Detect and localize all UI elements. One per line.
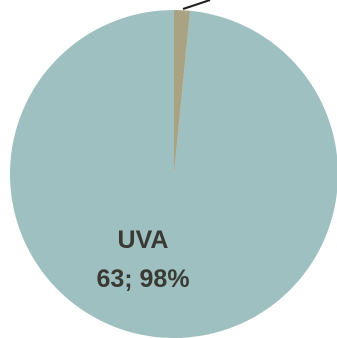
- slice-label-uva-value: 63; 98%: [96, 265, 189, 293]
- pie-slice-other: [174, 10, 191, 174]
- pie-slice-uva: [10, 10, 337, 338]
- slice-label-uva-name: UVA: [118, 226, 169, 254]
- leader-line: [182, 0, 211, 10]
- pie-slices: [10, 10, 337, 338]
- pie-data-labels: UVA 63; 98%: [96, 226, 189, 293]
